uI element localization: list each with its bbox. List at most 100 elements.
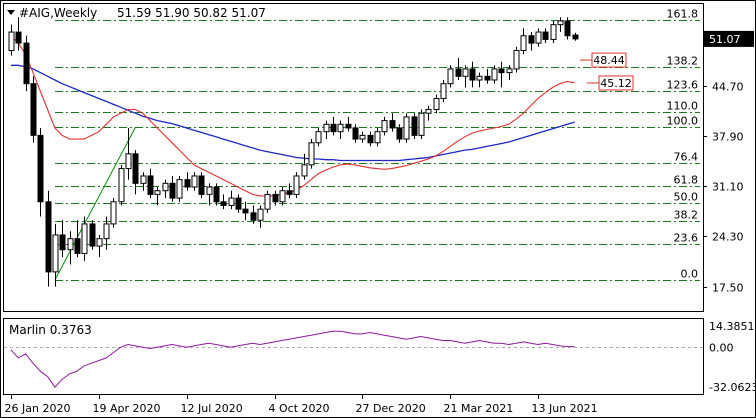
trendline-group [54,127,136,281]
candle-body-61 [455,68,462,77]
date-label-3: 4 Oct 2020 [269,402,330,415]
price-marker-box-0 [591,52,627,68]
fib-label-6: 61.8 [674,174,699,187]
candle-body-34 [257,208,264,221]
candle-body-15 [118,168,125,203]
candle-body-62 [462,68,469,77]
candle-body-73 [542,31,549,40]
oscillator: 14.3851 0.00 -32.0623 [4,320,756,394]
candle-body-66 [491,68,498,81]
candle-body-20 [154,190,161,195]
date-label-4: 27 Dec 2020 [356,402,426,415]
fib-label-1: 138.2 [667,55,699,68]
candle-body-45 [337,123,344,133]
candle-body-21 [162,182,169,192]
date-axis: 26 Jan 2020 19 Apr 2020 12 Jul 2020 4 Oct 2… [5,395,598,415]
candle-body-4 [37,134,44,203]
candle-body-33 [250,212,257,221]
candle-body-29 [220,201,227,206]
candle-body-76 [564,20,571,37]
candle-body-77 [572,34,579,40]
candle-body-18 [140,175,147,184]
oscillator-tick-2: -32.0623 [709,381,756,394]
candle-body-47 [352,127,359,140]
price-axis: 17.50 24.30 31.10 37.90 44.70 51.07 [703,30,754,295]
candle-body-53 [396,127,403,140]
candle-body-32 [242,208,249,214]
candle-body-50 [374,131,381,144]
ohlc-readout: 51.59 51.90 50.82 51.07 [117,6,266,20]
price-marker-label-0: 48.44 [593,54,625,67]
price-tick-label-4: 44.70 [712,81,744,94]
candle-body-24 [184,179,191,188]
candle-body-64 [476,75,483,81]
ma-blue-line [11,64,575,162]
oscillator-line [10,330,575,389]
fib-label-0: 161.8 [667,8,699,21]
candle-body-35 [264,193,271,210]
moving-averages [10,35,575,197]
candle-body-74 [550,24,557,40]
candle-body-59 [440,83,447,99]
price-marker-label-1: 45.12 [600,77,632,90]
candle-body-28 [213,186,220,203]
candle-body-46 [345,123,352,129]
fibonacci-levels: 161.8 138.2 123.6 110.0 100.0 76.4 61.8 50.0 38.… [55,8,700,281]
fib-label-5: 76.4 [674,151,699,164]
candle-body-67 [498,68,505,74]
oscillator-tick-1: 0.00 [709,342,734,355]
candle-body-44 [330,123,337,133]
date-label-2: 12 Jul 2020 [181,402,243,415]
candle-body-60 [447,68,454,85]
price-markers: 48.44 45.12 [580,52,634,91]
candle-body-39 [293,175,300,195]
candle-body-72 [535,31,542,44]
candle-body-1 [15,31,22,44]
candle-body-12 [96,238,103,247]
candle-body-36 [272,193,279,203]
current-price-flag [704,30,754,47]
candle-body-49 [367,134,374,144]
price-marker-box-1 [598,75,634,91]
candles [8,17,579,287]
price-tick-label-1: 24.30 [712,231,744,244]
candle-body-13 [103,223,110,240]
candle-body-30 [228,197,235,206]
candle-body-43 [323,123,330,133]
candle-body-9 [74,238,81,254]
fib-label-3: 110.0 [667,100,699,113]
date-label-6: 13 Jun 2021 [532,402,598,415]
candle-body-42 [315,131,322,144]
candle-body-16 [125,153,132,170]
candle-body-6 [52,234,59,273]
candle-body-68 [506,68,513,74]
candle-body-37 [279,190,286,203]
price-tick-label-2: 31.10 [712,181,744,194]
candle-body-63 [469,68,476,81]
candle-body-38 [286,190,293,195]
candle-body-71 [528,35,535,44]
candle-body-65 [484,75,491,81]
ma-red-line [10,35,575,197]
date-label-5: 21 Mar 2021 [444,402,514,415]
oscillator-plot-frame [3,318,704,395]
fib-label-10: 0.0 [681,268,699,281]
collapse-triangle-icon[interactable] [7,10,15,15]
candle-body-56 [418,112,425,136]
candle-body-17 [132,153,139,184]
candle-body-52 [389,120,396,129]
trendline [54,127,136,281]
candle-body-55 [411,116,418,136]
candle-body-26 [198,175,205,195]
candle-body-22 [169,182,176,199]
candle-body-40 [301,164,308,177]
candle-body-75 [557,20,564,26]
candle-body-7 [59,234,66,251]
candle-body-23 [176,179,183,199]
oscillator-tick-0: 14.3851 [709,320,755,333]
candle-body-54 [403,116,410,140]
candle-body-70 [520,35,527,51]
candle-body-58 [433,97,440,111]
candle-body-10 [81,223,88,254]
